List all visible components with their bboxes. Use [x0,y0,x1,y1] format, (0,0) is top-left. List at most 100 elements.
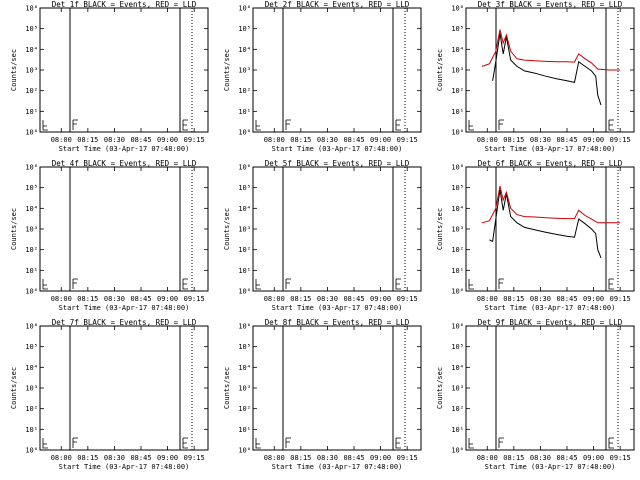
panel-2: Det 2f BLACK = Events, RED = LLD 10⁰ 10¹ 10… [223,0,422,153]
flag-mark [285,119,291,130]
x-tick-label: 08:45 [556,454,577,462]
flag-mark [608,278,614,290]
y-tick-label: 10² [238,87,251,95]
x-tick-label: 08:15 [503,136,524,144]
y-tick-label: 10² [25,87,38,95]
y-tick-label: 10¹ [451,426,464,434]
panel-title: Det 2f BLACK = Events, RED = LLD [265,0,410,9]
y-tick-label: 10¹ [451,267,464,275]
x-tick-label: 08:00 [264,454,285,462]
flag-mark [285,437,291,448]
x-axis-label: Start Time (03-Apr-17 07:48:00) [59,145,190,153]
y-tick-label: 10⁴ [25,46,38,54]
y-tick-label: 10⁵ [25,343,38,351]
flag-mark [285,278,291,289]
flag-mark [498,278,504,289]
x-tick-label: 08:45 [343,136,364,144]
y-tick-label: 10⁶ [25,164,38,172]
y-tick-label: 10⁶ [25,323,38,331]
y-tick-label: 10⁰ [25,288,38,296]
y-axis-label: Counts/sec [10,367,18,409]
flag-mark [608,119,614,131]
x-tick-label: 08:00 [264,295,285,303]
y-tick-label: 10² [25,246,38,254]
panel-9: Det 9f BLACK = Events, RED = LLD 10⁰ 10¹ 10… [436,318,635,471]
x-tick-label: 08:00 [477,295,498,303]
y-tick-label: 10³ [451,67,464,75]
x-axis-label: Start Time (03-Apr-17 07:48:00) [272,463,403,471]
x-tick-label: 09:15 [397,136,418,144]
x-tick-label: 09:00 [157,136,178,144]
flag-mark [182,119,188,131]
y-tick-label: 10⁰ [451,129,464,137]
y-tick-label: 10⁶ [25,5,38,13]
y-tick-label: 10⁴ [25,364,38,372]
x-tick-label: 08:45 [130,295,151,303]
x-tick-label: 08:15 [290,136,311,144]
x-tick-label: 08:15 [290,454,311,462]
plot-frame [252,166,422,292]
y-tick-label: 10⁶ [238,5,251,13]
x-tick-label: 09:00 [157,295,178,303]
y-axis-label: Counts/sec [223,208,231,250]
flag-mark [498,437,504,448]
y-tick-label: 10⁵ [451,343,464,351]
x-axis-label: Start Time (03-Apr-17 07:48:00) [485,145,616,153]
x-tick-label: 09:15 [610,136,631,144]
flag-mark [468,438,474,449]
y-tick-label: 10¹ [25,267,38,275]
x-tick-label: 08:15 [503,454,524,462]
x-axis-label: Start Time (03-Apr-17 07:48:00) [59,463,190,471]
x-tick-label: 08:30 [530,136,551,144]
panel-8: Det 8f BLACK = Events, RED = LLD 10⁰ 10¹ 10… [223,318,422,471]
flag-mark [255,438,261,449]
x-tick-label: 09:15 [397,295,418,303]
flag-mark [42,279,48,290]
x-tick-label: 08:00 [51,295,72,303]
y-tick-label: 10⁰ [25,129,38,137]
x-tick-label: 08:00 [51,454,72,462]
y-tick-label: 10⁶ [238,164,251,172]
x-tick-label: 09:15 [397,454,418,462]
x-tick-label: 08:45 [343,295,364,303]
x-axis-label: Start Time (03-Apr-17 07:48:00) [272,304,403,312]
y-tick-label: 10⁰ [451,288,464,296]
y-tick-label: 10¹ [238,108,251,116]
y-tick-label: 10⁴ [238,205,251,213]
y-tick-label: 10² [238,246,251,254]
x-tick-label: 08:15 [77,454,98,462]
x-tick-label: 08:15 [290,295,311,303]
panel-title: Det 6f BLACK = Events, RED = LLD [478,159,623,168]
plot-frame [252,7,422,133]
x-tick-label: 09:00 [583,136,604,144]
y-tick-label: 10³ [451,385,464,393]
y-tick-label: 10² [451,405,464,413]
y-axis-label: Counts/sec [436,49,444,91]
y-tick-label: 10⁵ [451,25,464,33]
x-tick-label: 08:45 [130,454,151,462]
events-series-line [489,189,602,259]
x-tick-label: 08:30 [530,454,551,462]
y-tick-label: 10³ [451,226,464,234]
y-tick-label: 10² [238,405,251,413]
events-series-line [492,33,602,106]
panel-title: Det 1f BLACK = Events, RED = LLD [52,0,197,9]
plot-frame [252,325,422,451]
x-tick-label: 08:00 [477,454,498,462]
x-tick-label: 08:30 [104,454,125,462]
y-tick-label: 10¹ [25,108,38,116]
x-tick-label: 08:45 [556,136,577,144]
x-tick-label: 08:30 [104,295,125,303]
panel-5: Det 5f BLACK = Events, RED = LLD 10⁰ 10¹ 10… [223,159,422,312]
y-tick-label: 10⁰ [238,447,251,455]
flag-mark [42,438,48,449]
y-tick-label: 10¹ [238,267,251,275]
y-axis-label: Counts/sec [223,367,231,409]
y-tick-label: 10¹ [451,108,464,116]
y-tick-label: 10³ [238,385,251,393]
panel-title: Det 4f BLACK = Events, RED = LLD [52,159,197,168]
y-tick-label: 10⁵ [25,25,38,33]
y-axis-label: Counts/sec [10,49,18,91]
panel-title: Det 9f BLACK = Events, RED = LLD [478,318,623,327]
